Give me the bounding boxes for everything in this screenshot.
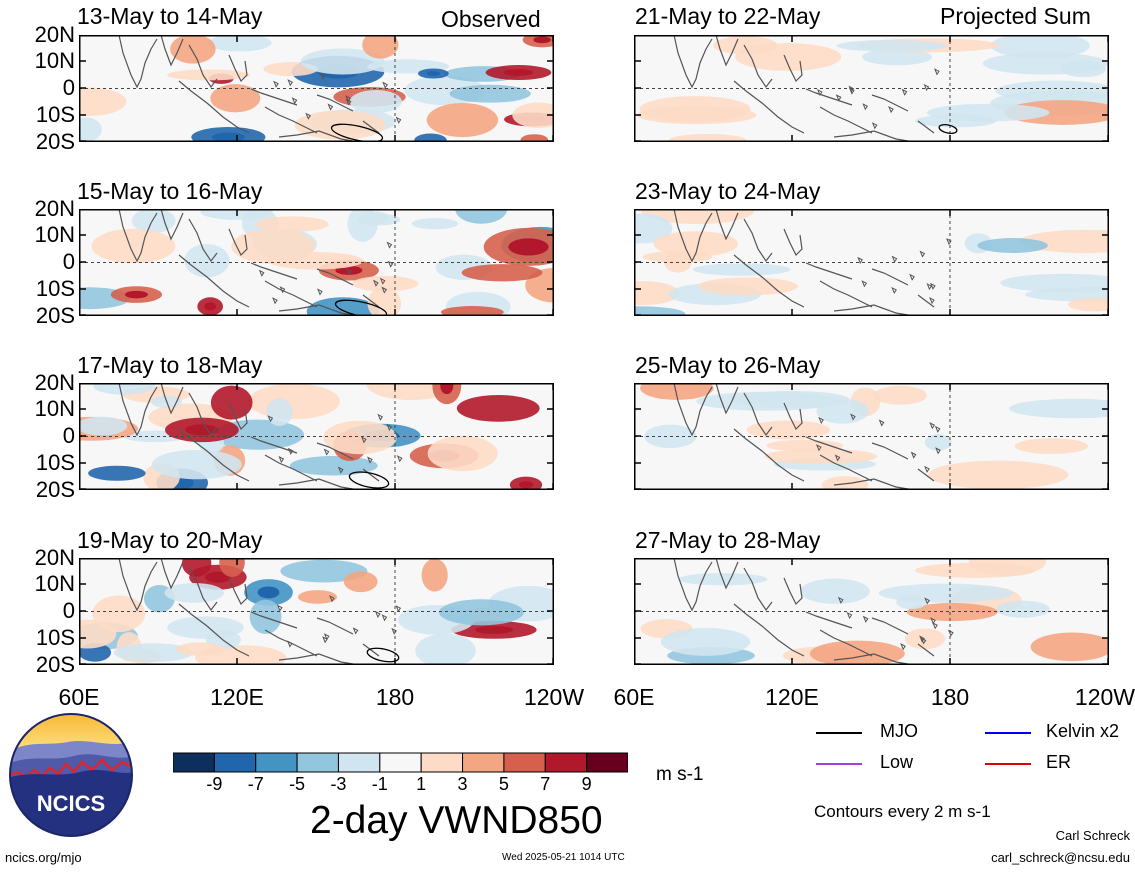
footer-author: Carl Schreck xyxy=(1055,828,1130,843)
lat-tick-20n-row1: 20N xyxy=(34,22,75,47)
legend-label-low: Low xyxy=(880,752,914,772)
colorbar-swatch xyxy=(379,752,422,773)
lat-tick-10s-row3: 10S xyxy=(35,450,75,475)
lat-tick-20n-row4: 20N xyxy=(34,545,75,570)
lon-tick-120w-right: 120W xyxy=(1074,684,1135,710)
legend-line-low xyxy=(816,763,862,765)
colorbar-swatch xyxy=(462,752,505,773)
lon-tick-120e-left: 120E xyxy=(210,684,264,710)
logo-text: NCICS xyxy=(37,791,105,816)
colorbar-tick-label: -1 xyxy=(371,774,388,794)
ncics-logo: NCICS xyxy=(8,712,134,838)
colorbar-swatch xyxy=(544,752,588,773)
footer-url: ncics.org/mjo xyxy=(5,850,82,865)
map-panel-left-3 xyxy=(79,383,554,490)
map-panel-left-1 xyxy=(79,35,554,142)
map-panel-left-2 xyxy=(79,209,554,316)
lon-tick-180-right: 180 xyxy=(930,684,970,710)
colorbar-tick-label: 5 xyxy=(498,774,509,794)
colorbar-swatch xyxy=(586,752,629,773)
panel-title-right-2: 23-May to 24-May xyxy=(635,178,821,204)
legend-label-kelvin: Kelvin x2 xyxy=(1046,721,1120,741)
colorbar-tick-label: -3 xyxy=(330,774,347,794)
legend-label-mjo: MJO xyxy=(880,721,918,741)
map-panel-right-2 xyxy=(634,209,1109,316)
contour-note: Contours every 2 m s-1 xyxy=(814,802,991,821)
map-panel-left-4 xyxy=(79,558,554,665)
legend-line-mjo xyxy=(816,732,862,734)
colorbar xyxy=(172,752,629,779)
colorbar-swatch xyxy=(172,752,215,773)
panel-title-left-2: 15-May to 16-May xyxy=(77,178,263,204)
map-panel-right-3 xyxy=(634,383,1109,490)
panel-title-right-1: 21-May to 22-May xyxy=(635,3,821,29)
map-panel-right-1 xyxy=(634,35,1109,142)
map-panel-right-4 xyxy=(634,558,1109,665)
variable-title: 2-day VWND850 xyxy=(310,799,603,842)
lat-tick-10n-row2: 10N xyxy=(34,222,75,247)
lat-tick-10n-row4: 10N xyxy=(34,571,75,596)
lat-tick-0-row4: 0 xyxy=(62,598,75,623)
projected-sum-label: Projected Sum xyxy=(940,3,1091,29)
lon-tick-60e-right: 60E xyxy=(613,684,655,710)
lat-tick-20s-row4: 20S xyxy=(35,652,75,677)
lon-tick-120e-right: 120E xyxy=(765,684,819,710)
panel-title-right-3: 25-May to 26-May xyxy=(635,352,821,378)
colorbar-tick-label: -9 xyxy=(206,774,223,794)
panel-title-right-4: 27-May to 28-May xyxy=(635,527,821,553)
lon-tick-180-left: 180 xyxy=(375,684,415,710)
legend-line-kelvin xyxy=(985,732,1031,734)
colorbar-swatch xyxy=(503,752,546,773)
lat-tick-20s-row3: 20S xyxy=(35,477,75,502)
lat-tick-10s-row2: 10S xyxy=(35,276,75,301)
units-label: m s-1 xyxy=(656,764,704,785)
lat-tick-20s-row2: 20S xyxy=(35,303,75,328)
lon-tick-120w-left: 120W xyxy=(523,684,585,710)
lat-tick-20n-row3: 20N xyxy=(34,370,75,395)
lat-tick-0-row1: 0 xyxy=(62,75,75,100)
colorbar-tick-label: 1 xyxy=(416,774,427,794)
legend-line-er xyxy=(985,763,1031,765)
lat-tick-10n-row3: 10N xyxy=(34,396,75,421)
colorbar-tick-label: 3 xyxy=(457,774,468,794)
lat-tick-0-row2: 0 xyxy=(62,249,75,274)
panel-title-left-3: 17-May to 18-May xyxy=(77,352,263,378)
colorbar-swatch xyxy=(255,752,298,773)
panel-title-left-4: 19-May to 20-May xyxy=(77,527,263,553)
lat-tick-0-row3: 0 xyxy=(62,423,75,448)
colorbar-swatch xyxy=(420,752,464,773)
observed-label: Observed xyxy=(441,6,541,32)
lat-tick-10s-row4: 10S xyxy=(35,625,75,650)
lat-tick-20n-row2: 20N xyxy=(34,196,75,221)
lat-tick-10s-row1: 10S xyxy=(35,102,75,127)
footer-timestamp: Wed 2025-05-21 1014 UTC xyxy=(502,852,625,863)
lat-tick-10n-row1: 10N xyxy=(34,48,75,73)
colorbar-tick-label: -7 xyxy=(247,774,264,794)
lat-tick-20s-row1: 20S xyxy=(35,129,75,154)
colorbar-tick-label: 9 xyxy=(581,774,592,794)
colorbar-tick-label: -5 xyxy=(289,774,306,794)
footer-email: carl_schreck@ncsu.edu xyxy=(991,850,1130,865)
colorbar-tick-label: 7 xyxy=(540,774,551,794)
legend-label-er: ER xyxy=(1046,752,1072,772)
panel-title-left-1: 13-May to 14-May xyxy=(77,3,263,29)
colorbar-swatch xyxy=(296,752,339,773)
lon-tick-60e-left: 60E xyxy=(58,684,100,710)
colorbar-swatch xyxy=(337,752,381,773)
colorbar-swatch xyxy=(213,752,257,773)
